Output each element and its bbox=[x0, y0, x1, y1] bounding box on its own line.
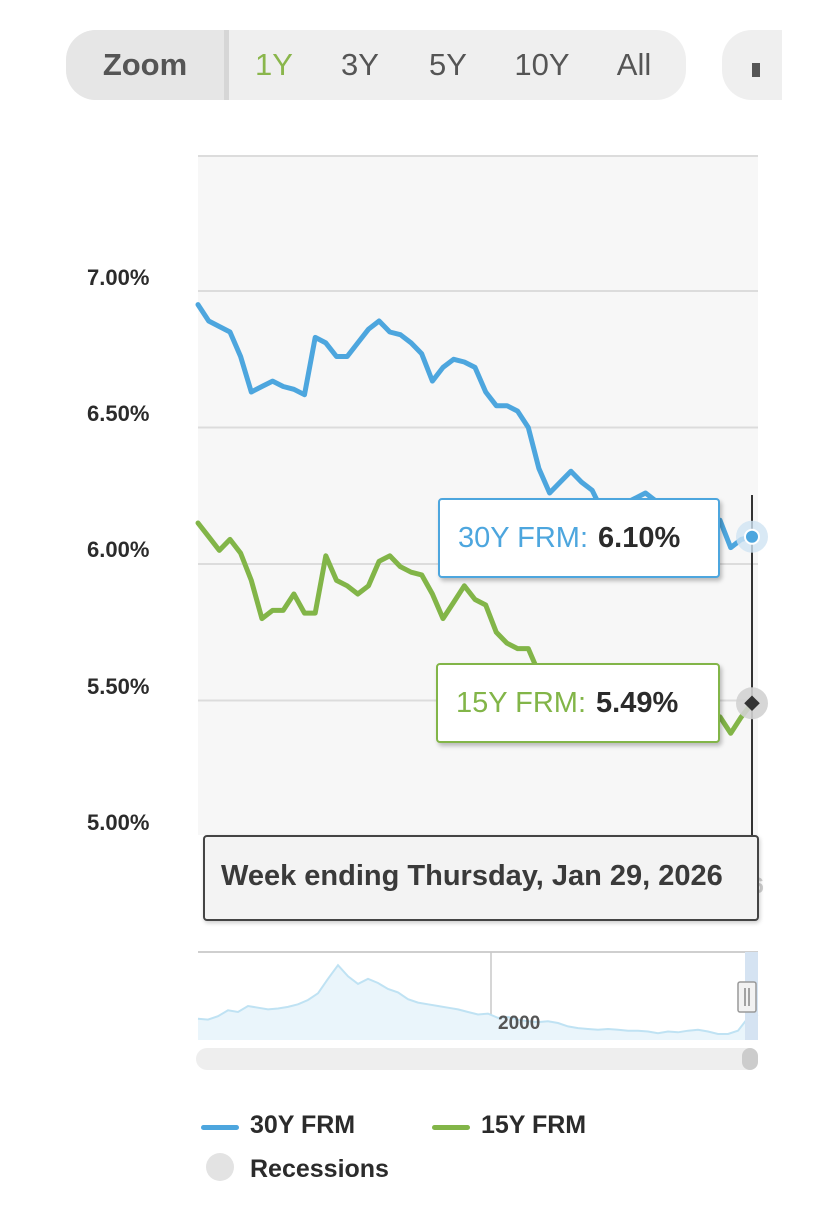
tooltip-15y-label: 15Y FRM: bbox=[456, 687, 587, 719]
zoom-3y-button[interactable]: 3Y bbox=[341, 47, 379, 82]
zoom-all-button[interactable]: All bbox=[616, 47, 652, 82]
zoom-10y-button[interactable]: 10Y bbox=[514, 47, 570, 82]
menu-icon bbox=[752, 63, 760, 77]
y-tick-label-5.00: 5.00% bbox=[87, 810, 150, 835]
export-menu-button[interactable] bbox=[722, 30, 782, 100]
marker-15y bbox=[744, 695, 760, 712]
tooltip-15y-value: 5.49% bbox=[596, 687, 679, 719]
legend-swatch-15y bbox=[432, 1125, 470, 1130]
scrollbar-thumb[interactable] bbox=[742, 1048, 758, 1070]
navigator-handle[interactable] bbox=[737, 981, 757, 1013]
y-tick-label-7.00: 7.00% bbox=[87, 265, 150, 290]
scrollbar-track[interactable] bbox=[196, 1048, 758, 1070]
navigator-year-label: 2000 bbox=[498, 1013, 541, 1034]
tooltip-30y-value: 6.10% bbox=[598, 522, 681, 554]
navigator-area bbox=[198, 965, 758, 1040]
legend-item-recessions[interactable]: Recessions bbox=[250, 1155, 389, 1183]
legend-swatch-30y bbox=[201, 1125, 239, 1130]
tooltip-15y: 15Y FRM: 5.49% bbox=[436, 663, 720, 743]
tooltip-30y: 30Y FRM: 6.10% bbox=[438, 498, 720, 578]
zoom-bar: Zoom 1Y 3Y 5Y 10Y All bbox=[66, 30, 686, 100]
y-tick-label-6.50: 6.50% bbox=[87, 401, 150, 426]
tooltip-30y-label: 30Y FRM: bbox=[458, 522, 589, 554]
y-tick-label-5.50: 5.50% bbox=[87, 674, 150, 699]
legend-item-15y-frm[interactable]: 15Y FRM bbox=[481, 1111, 587, 1139]
legend-item-30y-frm[interactable]: 30Y FRM bbox=[250, 1111, 356, 1139]
legend-swatch-recessions bbox=[206, 1153, 234, 1181]
tooltip-week-ending: Week ending Thursday, Jan 29, 2026 bbox=[203, 835, 759, 921]
marker-30y bbox=[744, 528, 760, 545]
y-tick-label-6.00: 6.00% bbox=[87, 537, 150, 562]
zoom-5y-button[interactable]: 5Y bbox=[429, 47, 467, 82]
zoom-1y-button[interactable]: 1Y bbox=[255, 47, 293, 82]
navigator-line bbox=[197, 963, 759, 1035]
zoom-label: Zoom bbox=[66, 30, 229, 100]
